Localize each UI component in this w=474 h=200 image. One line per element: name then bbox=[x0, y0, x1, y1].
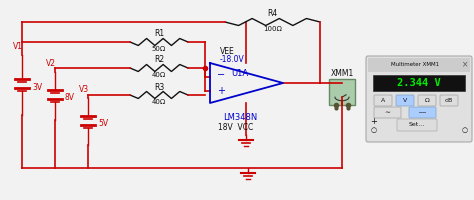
Text: +: + bbox=[217, 86, 225, 96]
Text: LM348N: LM348N bbox=[223, 112, 257, 121]
Text: U1A: U1A bbox=[231, 68, 248, 77]
Bar bbox=[368, 58, 470, 72]
Text: XMM1: XMM1 bbox=[330, 68, 354, 77]
Text: A: A bbox=[381, 98, 385, 103]
Text: R2: R2 bbox=[154, 55, 164, 64]
Text: dB: dB bbox=[445, 98, 453, 103]
Text: +: + bbox=[371, 117, 377, 127]
Text: -18.0V: -18.0V bbox=[220, 54, 245, 64]
Text: ∼: ∼ bbox=[384, 110, 391, 116]
FancyBboxPatch shape bbox=[374, 107, 401, 118]
Text: V1: V1 bbox=[13, 42, 23, 51]
Text: 50Ω: 50Ω bbox=[152, 46, 166, 52]
Text: Multimeter XMM1: Multimeter XMM1 bbox=[391, 62, 439, 68]
FancyBboxPatch shape bbox=[396, 95, 414, 106]
FancyBboxPatch shape bbox=[329, 79, 355, 105]
Text: V2: V2 bbox=[46, 59, 56, 68]
Text: R4: R4 bbox=[267, 9, 278, 19]
Bar bbox=[373, 75, 465, 91]
Text: 2.344 V: 2.344 V bbox=[397, 78, 441, 88]
Text: −: − bbox=[217, 70, 225, 80]
Text: 40Ω: 40Ω bbox=[152, 99, 166, 105]
FancyBboxPatch shape bbox=[374, 95, 392, 106]
Text: Ω: Ω bbox=[425, 98, 429, 103]
Text: 3V: 3V bbox=[32, 82, 42, 92]
Text: 100Ω: 100Ω bbox=[263, 26, 282, 32]
Text: ―: ― bbox=[419, 110, 426, 116]
Text: 40Ω: 40Ω bbox=[152, 72, 166, 78]
FancyBboxPatch shape bbox=[397, 119, 437, 131]
Text: Set...: Set... bbox=[409, 122, 425, 128]
FancyBboxPatch shape bbox=[418, 95, 436, 106]
FancyBboxPatch shape bbox=[440, 95, 458, 106]
Text: VEE: VEE bbox=[220, 46, 235, 55]
Text: R1: R1 bbox=[154, 29, 164, 38]
Text: V3: V3 bbox=[79, 85, 89, 94]
Text: 18V  VCC: 18V VCC bbox=[218, 123, 253, 132]
Text: R3: R3 bbox=[154, 82, 164, 92]
Text: 8V: 8V bbox=[65, 94, 75, 102]
Text: ×: × bbox=[462, 60, 468, 70]
Text: ○: ○ bbox=[462, 127, 468, 133]
Text: ○: ○ bbox=[371, 127, 377, 133]
FancyBboxPatch shape bbox=[409, 107, 436, 118]
FancyBboxPatch shape bbox=[366, 56, 472, 142]
Text: V: V bbox=[403, 98, 407, 103]
Text: 5V: 5V bbox=[98, 119, 108, 128]
